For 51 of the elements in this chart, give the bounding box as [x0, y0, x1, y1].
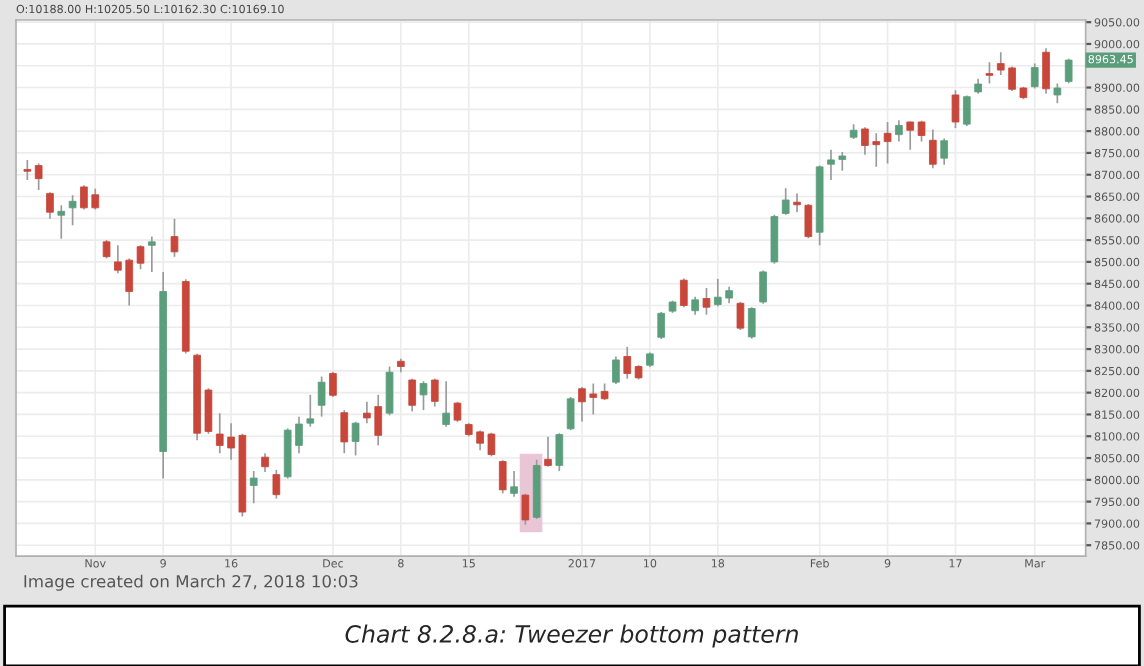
- candlestick: [759, 269, 767, 305]
- candlestick: [544, 435, 552, 468]
- candlestick: [272, 468, 281, 500]
- candlestick: [895, 119, 903, 143]
- candlestick: [317, 375, 326, 418]
- candlestick: [770, 213, 779, 265]
- candlestick: [102, 239, 111, 260]
- candlestick: [680, 277, 688, 309]
- candlestick: [623, 346, 632, 380]
- candlestick: [951, 89, 960, 129]
- candlestick: [962, 94, 971, 127]
- candlestick: [781, 187, 790, 216]
- candlestick: [340, 409, 349, 455]
- candlestick: [702, 287, 711, 316]
- text: Image created on March 27, 2018 10:03: [24, 574, 358, 591]
- candlestick: [929, 128, 937, 170]
- candlestick: [612, 355, 620, 385]
- candlestick: [351, 421, 360, 457]
- candlestick: [1042, 47, 1050, 95]
- candlestick: [57, 204, 66, 240]
- candlestick: [566, 396, 575, 431]
- candlestick: [510, 470, 518, 498]
- candlestick: [419, 380, 428, 411]
- candlestick: [170, 217, 179, 258]
- candlestick: [883, 121, 892, 165]
- candlestick: [68, 194, 77, 227]
- candlestick: [747, 306, 756, 340]
- candlestick: [261, 452, 269, 473]
- candlestick: [793, 192, 801, 214]
- candlestick: [34, 162, 43, 191]
- candlestick: [148, 235, 156, 273]
- candlestick: [498, 459, 507, 495]
- candlestick: [736, 301, 745, 331]
- candlestick: [431, 377, 439, 408]
- candlestick: [940, 137, 948, 166]
- candlestick: [804, 203, 813, 240]
- candlestick: [408, 377, 416, 413]
- caption: Chart 8.2.8.a: Tweezer bottom pattern: [345, 624, 798, 648]
- candlestick: [1064, 57, 1073, 85]
- candlestick: [555, 432, 564, 472]
- candlestick: [1053, 82, 1062, 105]
- candlestick: [329, 370, 337, 398]
- candlestick: [46, 191, 54, 220]
- candlestick: [657, 311, 666, 340]
- candlestick: [385, 365, 394, 417]
- candlestick: [985, 61, 994, 85]
- candlestick: [249, 470, 258, 505]
- candlestick: [521, 492, 530, 526]
- candlestick: [1030, 62, 1039, 90]
- candlestick: [23, 159, 32, 181]
- candlestick: [442, 380, 450, 428]
